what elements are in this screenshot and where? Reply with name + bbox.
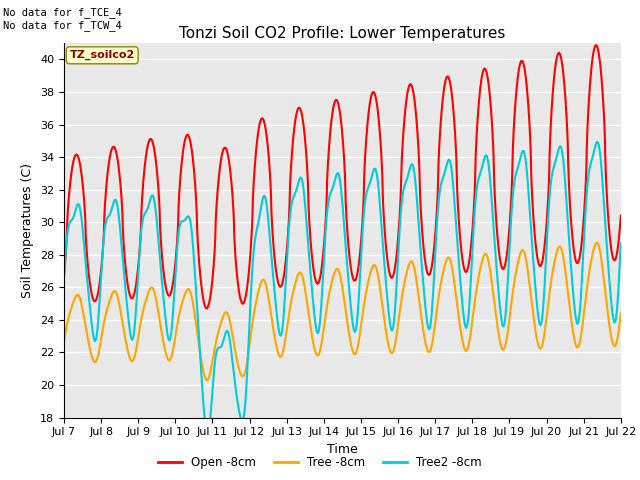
Legend: Open -8cm, Tree -8cm, Tree2 -8cm: Open -8cm, Tree -8cm, Tree2 -8cm xyxy=(154,452,486,474)
Line: Tree2 -8cm: Tree2 -8cm xyxy=(64,142,621,435)
Tree -8cm xyxy=(60,338,68,344)
Open -8cm xyxy=(502,258,509,264)
Tree -8cm xyxy=(204,377,211,383)
Tree2 -8cm xyxy=(246,299,254,304)
Tree2 -8cm xyxy=(593,139,601,145)
Open -8cm xyxy=(246,250,254,255)
Open -8cm xyxy=(592,42,600,48)
Text: TZ_soilco2: TZ_soilco2 xyxy=(70,50,135,60)
Tree -8cm xyxy=(617,311,625,316)
Tree -8cm xyxy=(184,287,191,292)
Tree2 -8cm xyxy=(60,275,68,280)
Tree2 -8cm xyxy=(617,240,625,246)
Tree -8cm xyxy=(246,334,254,340)
Y-axis label: Soil Temperatures (C): Soil Temperatures (C) xyxy=(22,163,35,298)
Tree -8cm xyxy=(429,335,437,340)
Tree -8cm xyxy=(593,240,601,246)
Line: Open -8cm: Open -8cm xyxy=(64,45,621,308)
Open -8cm xyxy=(170,271,178,276)
Line: Tree -8cm: Tree -8cm xyxy=(64,243,621,380)
Tree2 -8cm xyxy=(204,432,211,438)
Tree2 -8cm xyxy=(551,160,559,166)
Tree -8cm xyxy=(551,256,559,262)
Tree -8cm xyxy=(170,340,178,346)
X-axis label: Time: Time xyxy=(327,443,358,456)
Open -8cm xyxy=(60,272,68,277)
Tree2 -8cm xyxy=(502,308,509,314)
Tree -8cm xyxy=(502,340,509,346)
Open -8cm xyxy=(203,305,211,311)
Text: No data for f_TCE_4
No data for f_TCW_4: No data for f_TCE_4 No data for f_TCW_4 xyxy=(3,7,122,31)
Tree2 -8cm xyxy=(429,289,437,295)
Title: Tonzi Soil CO2 Profile: Lower Temperatures: Tonzi Soil CO2 Profile: Lower Temperatur… xyxy=(179,25,506,41)
Tree2 -8cm xyxy=(170,290,178,296)
Tree2 -8cm xyxy=(184,214,191,219)
Open -8cm xyxy=(429,254,437,260)
Open -8cm xyxy=(617,213,625,218)
Open -8cm xyxy=(551,66,559,72)
Open -8cm xyxy=(184,132,191,138)
